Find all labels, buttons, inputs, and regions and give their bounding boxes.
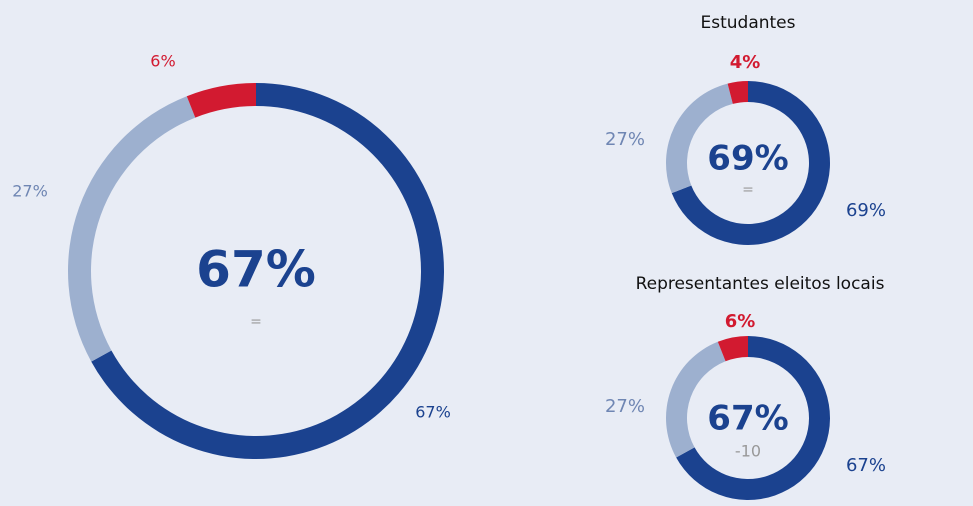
value-label: 27% bbox=[605, 129, 645, 150]
donut-segment bbox=[665, 83, 733, 194]
chart-title: Estudantes bbox=[700, 13, 795, 33]
value-label: 69% bbox=[846, 200, 886, 221]
donut-segment bbox=[67, 96, 196, 362]
center-change: = bbox=[742, 182, 754, 198]
chart-title: Representantes eleitos locais bbox=[636, 274, 885, 294]
center-change: = bbox=[250, 314, 262, 330]
value-label: 27% bbox=[605, 396, 645, 417]
donut-segment bbox=[717, 336, 748, 362]
value-label: 67% bbox=[415, 403, 451, 422]
center-change: -10 bbox=[735, 442, 761, 461]
center-value: 67% bbox=[707, 399, 788, 439]
value-label: 6% bbox=[150, 52, 175, 71]
donut-segment bbox=[665, 341, 726, 458]
value-label: 6% bbox=[725, 311, 756, 332]
donut-segment bbox=[186, 83, 256, 118]
center-value: 69% bbox=[707, 139, 788, 179]
value-label: 4% bbox=[730, 52, 761, 73]
value-label: 67% bbox=[846, 455, 886, 476]
donut-segment bbox=[727, 81, 748, 104]
value-label: 27% bbox=[12, 182, 48, 201]
center-value: 67% bbox=[196, 241, 316, 299]
